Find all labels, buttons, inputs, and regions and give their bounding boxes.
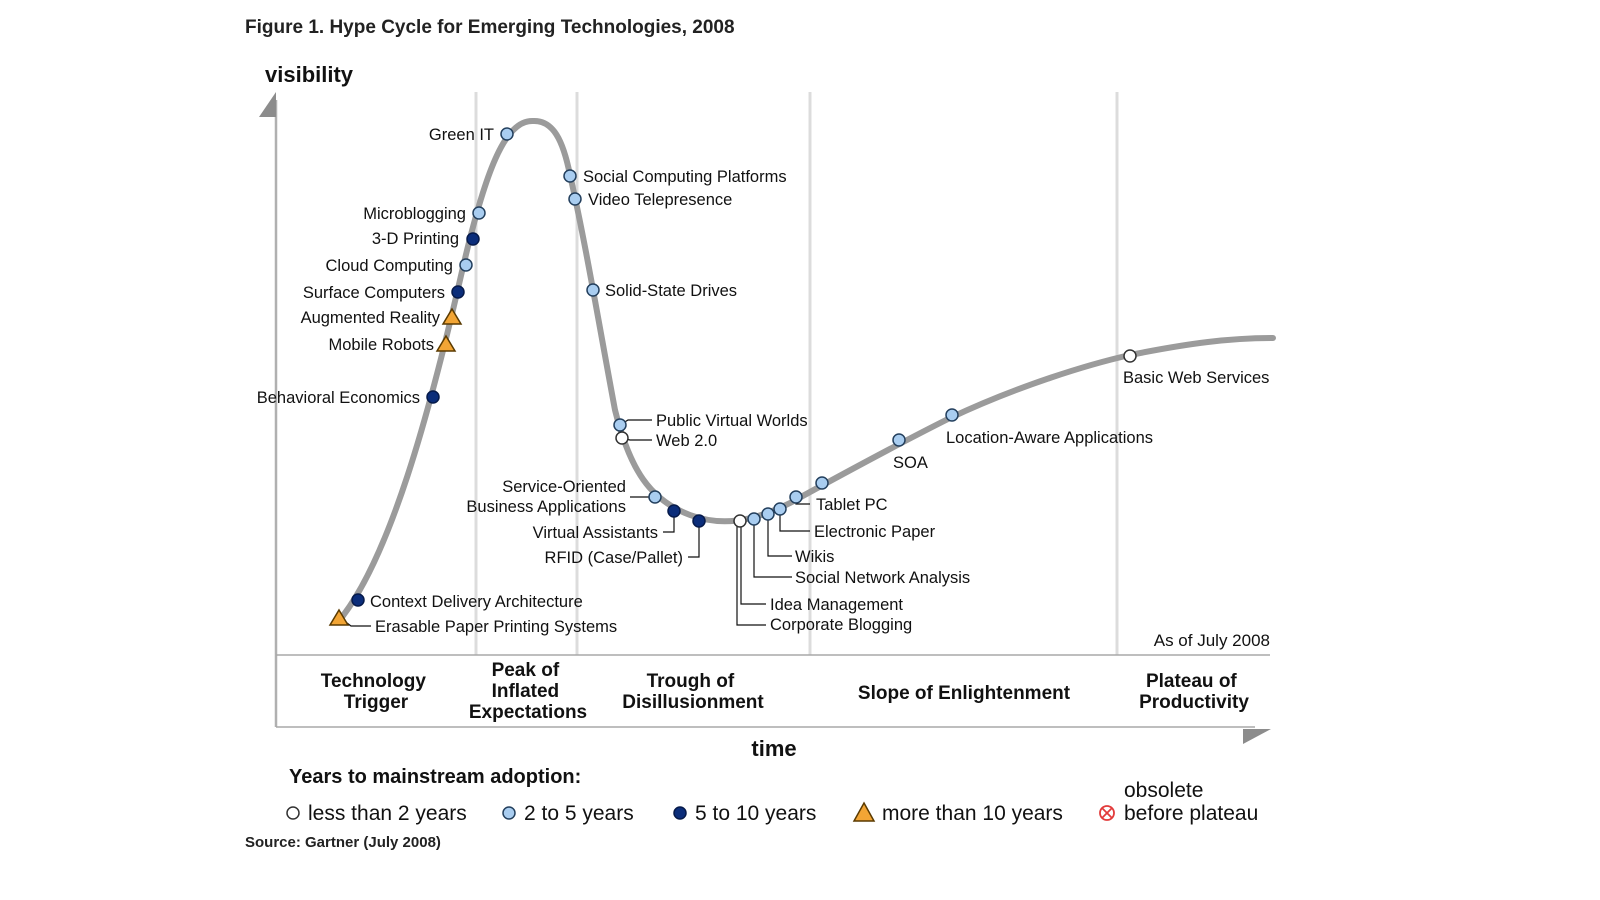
marker-mobile-robots	[435, 334, 457, 352]
marker-social-computing-platforms	[563, 169, 577, 183]
phase-label-line: Disillusionment	[622, 692, 764, 713]
x-axis-label: time	[751, 736, 796, 761]
legend-marker-lt2	[286, 806, 300, 820]
marker-3d-printing	[466, 232, 480, 246]
y-axis-label: visibility	[265, 62, 354, 87]
marker-augmented-reality	[441, 307, 463, 325]
tech-label: Location-Aware Applications	[946, 429, 1153, 447]
tech-label: Microblogging	[363, 205, 466, 223]
tech-label: Cloud Computing	[326, 257, 454, 275]
phase-label-trigger: Technology Trigger	[321, 671, 432, 713]
phase-label-line: Plateau of	[1146, 671, 1237, 692]
tech-label: Green IT	[429, 126, 494, 144]
legend-marker-2to5	[502, 806, 516, 820]
tech-label: Video Telepresence	[588, 191, 732, 209]
legend-label: 2 to 5 years	[524, 802, 634, 825]
marker-virtual-assistants	[667, 504, 681, 518]
marker-erasable-paper-printing-systems	[328, 608, 350, 626]
phase-label-plateau: Plateau of Productivity	[1139, 671, 1249, 713]
legend-marker-gt10	[852, 801, 876, 822]
as-of-label: As of July 2008	[1154, 631, 1270, 650]
legend-label: 5 to 10 years	[695, 802, 816, 825]
marker-web-2-0	[615, 431, 629, 445]
tech-label: SOA	[893, 454, 928, 472]
tech-label: Behavioral Economics	[257, 389, 420, 407]
tech-label: Corporate Blogging	[770, 616, 912, 634]
phase-label-line: Peak of	[492, 660, 560, 681]
figure-title: Figure 1. Hype Cycle for Emerging Techno…	[245, 17, 735, 38]
marker-microblogging	[472, 206, 486, 220]
tech-label: 3-D Printing	[372, 230, 459, 248]
legend-title: Years to mainstream adoption:	[289, 766, 581, 788]
marker-social-network-analysis	[761, 507, 775, 521]
legend-label: before plateau	[1124, 802, 1258, 825]
tech-label: Wikis	[795, 548, 834, 566]
source-note: Source: Gartner (July 2008)	[245, 834, 441, 851]
phase-label-line: Trough of	[647, 671, 735, 692]
marker-corporate-blogging	[733, 514, 747, 528]
phase-label-line: Inflated	[492, 681, 560, 702]
legend: Years to mainstream adoption: less than …	[286, 766, 1258, 825]
phase-label-line: Expectations	[469, 702, 587, 723]
legend-label: obsolete	[1124, 779, 1203, 802]
tech-label: Web 2.0	[656, 432, 717, 450]
phase-label-slope: Slope of Enlightenment	[858, 683, 1071, 704]
marker-soa	[892, 433, 906, 447]
tech-label: Augmented Reality	[301, 309, 441, 327]
tech-label: Business Applications	[466, 498, 626, 516]
legend-label: less than 2 years	[308, 802, 467, 825]
tech-label: Context Delivery Architecture	[370, 593, 583, 611]
tech-label: Social Computing Platforms	[583, 168, 787, 186]
phase-label-line: Trigger	[344, 692, 409, 713]
marker-location-aware-applications	[945, 408, 959, 422]
phase-separators	[474, 92, 1119, 655]
legend-marker-5to10	[673, 806, 687, 820]
marker-solid-state-drives	[586, 283, 600, 297]
tech-label: Service-Oriented	[502, 478, 626, 496]
tech-label: Idea Management	[770, 596, 903, 614]
tech-label: RFID (Case/Pallet)	[545, 549, 683, 567]
phase-label-line: Slope of Enlightenment	[858, 683, 1071, 704]
tech-label: Public Virtual Worlds	[656, 412, 808, 430]
phase-label-trough: Trough of Disillusionment	[622, 671, 764, 713]
legend-marker-obsolete	[1099, 805, 1115, 821]
marker-cloud-computing	[459, 258, 473, 272]
tech-label: Basic Web Services	[1123, 369, 1269, 387]
marker-green-it	[500, 127, 514, 141]
legend-label: more than 10 years	[882, 802, 1063, 825]
marker-context-delivery-architecture	[351, 593, 365, 607]
marker-idea-management	[747, 512, 761, 526]
tech-label: Mobile Robots	[329, 336, 434, 354]
phase-label-line: Productivity	[1139, 692, 1249, 713]
marker-behavioral-economics	[426, 390, 440, 404]
technology-labels: Green IT Social Computing Platforms Vide…	[257, 126, 1270, 636]
x-axis-arrow-icon	[1243, 729, 1271, 744]
tech-label: Solid-State Drives	[605, 282, 737, 300]
phase-labels: Technology Trigger Peak of Inflated Expe…	[321, 660, 1250, 723]
marker-electronic-paper	[789, 490, 803, 504]
tech-label: Surface Computers	[303, 284, 445, 302]
marker-surface-computers	[451, 285, 465, 299]
marker-rfid	[692, 514, 706, 528]
technology-markers	[328, 127, 1137, 626]
tech-label: Erasable Paper Printing Systems	[375, 618, 617, 636]
tech-label: Tablet PC	[816, 496, 888, 514]
marker-service-oriented-business-applications	[648, 490, 662, 504]
phase-label-peak: Peak of Inflated Expectations	[469, 660, 587, 723]
tech-label: Social Network Analysis	[795, 569, 970, 587]
marker-basic-web-services	[1123, 349, 1137, 363]
phase-label-line: Technology	[321, 671, 427, 692]
marker-tablet-pc	[815, 476, 829, 490]
marker-wikis	[773, 502, 787, 516]
tech-label: Electronic Paper	[814, 523, 936, 541]
marker-video-telepresence	[568, 192, 582, 206]
tech-label: Virtual Assistants	[533, 524, 658, 542]
y-axis-arrow-icon	[259, 92, 276, 117]
marker-public-virtual-worlds	[613, 418, 627, 432]
